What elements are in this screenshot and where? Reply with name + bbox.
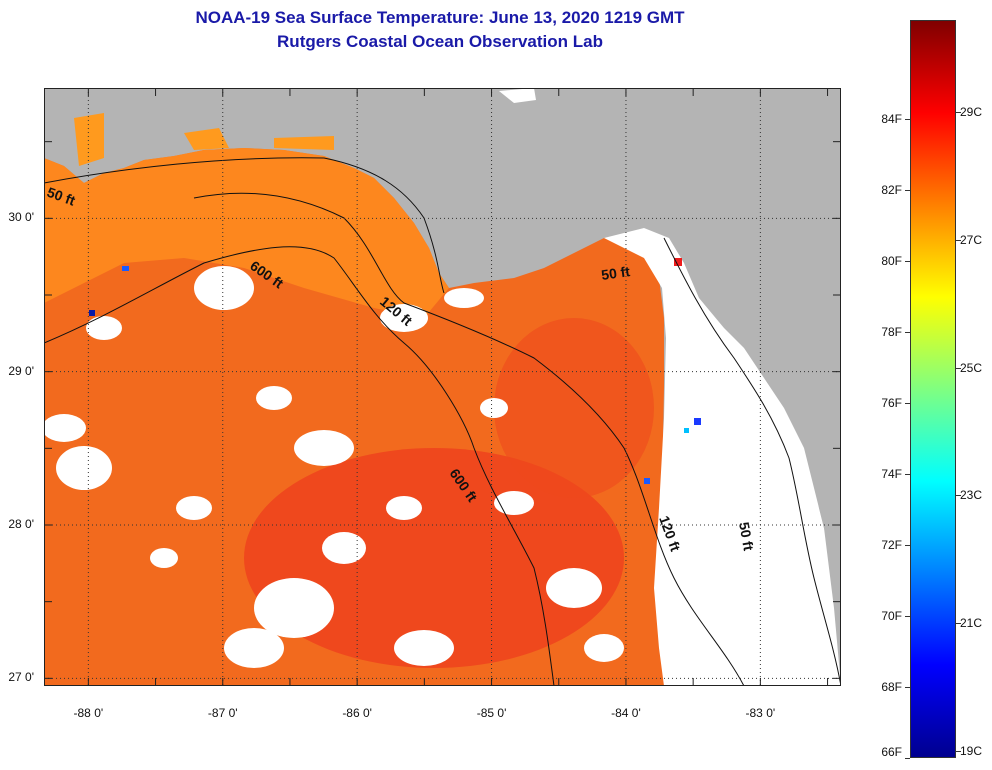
graticule	[44, 88, 841, 686]
sst-map: 50 ft 600 ft 120 ft 50 ft 600 ft 120 ft …	[44, 88, 841, 686]
celsius-tick	[956, 750, 961, 752]
fahrenheit-label: 72F	[881, 538, 902, 553]
contour-lines	[44, 157, 841, 686]
celsius-tick	[956, 623, 961, 625]
land-florida-east	[644, 88, 841, 628]
map-frame	[44, 88, 841, 686]
lon-tick-label: -84 0'	[611, 706, 641, 720]
fahrenheit-tick	[905, 545, 910, 547]
ocean-hot-east	[494, 318, 654, 498]
fahrenheit-tick	[905, 190, 910, 192]
fahrenheit-tick	[905, 332, 910, 334]
lat-tick-label: 30 0'	[8, 210, 34, 225]
color-scale-bar	[910, 20, 956, 758]
celsius-label: 21C	[960, 616, 983, 631]
fahrenheit-tick	[905, 687, 910, 689]
lon-tick-label: -87 0'	[207, 706, 238, 720]
fahrenheit-label: 70F	[881, 609, 902, 624]
lon-tick-label: -83 0'	[745, 706, 776, 720]
fahrenheit-tick	[905, 758, 910, 759]
fahrenheit-label: 82F	[881, 183, 902, 198]
celsius-label: 23C	[960, 488, 983, 503]
cold-pixels	[89, 258, 701, 484]
fahrenheit-label: 74F	[881, 467, 902, 482]
fahrenheit-tick	[905, 474, 910, 476]
fahrenheit-label: 68F	[881, 680, 902, 695]
fahrenheit-tick	[905, 403, 910, 405]
map-subtitle: Rutgers Coastal Ocean Observation Lab	[277, 32, 603, 51]
fahrenheit-label: 66F	[881, 745, 902, 759]
tick-marks	[44, 88, 841, 686]
lat-tick-label: 28 0'	[8, 517, 34, 531]
contour-label-50ft-e: 50 ft	[736, 521, 757, 552]
celsius-tick	[956, 495, 961, 497]
map-title: NOAA-19 Sea Surface Temperature: June 13…	[195, 8, 685, 27]
lon-tick-label: -86 0'	[342, 706, 372, 720]
fahrenheit-tick	[905, 119, 910, 121]
land-north	[44, 88, 841, 268]
lat-tick-label: 29 0'	[8, 363, 34, 378]
fahrenheit-label: 78F	[881, 325, 902, 340]
lat-tick-label: 27 0'	[8, 670, 34, 685]
contour-label-50ft-ne: 50 ft	[600, 263, 631, 283]
fahrenheit-label: 84F	[881, 112, 902, 127]
coastal-fragments	[74, 113, 334, 166]
cloud-top	[499, 88, 536, 103]
celsius-tick	[956, 239, 961, 241]
fahrenheit-tick	[905, 261, 910, 263]
celsius-label: 27C	[960, 232, 983, 247]
fahrenheit-label: 76F	[881, 396, 902, 411]
celsius-tick	[956, 112, 961, 114]
lon-tick-label: -85 0'	[476, 706, 507, 720]
celsius-label: 19C	[960, 743, 983, 758]
fahrenheit-tick	[905, 616, 910, 618]
celsius-label: 25C	[960, 360, 983, 375]
fahrenheit-label: 80F	[881, 254, 902, 269]
cloud-east-shelf	[604, 228, 841, 686]
celsius-label: 29C	[960, 105, 983, 120]
celsius-tick	[956, 367, 961, 369]
ocean-coastal-band	[44, 148, 449, 318]
lon-tick-label: -88 0'	[73, 706, 104, 720]
cloud-patches	[44, 266, 624, 668]
